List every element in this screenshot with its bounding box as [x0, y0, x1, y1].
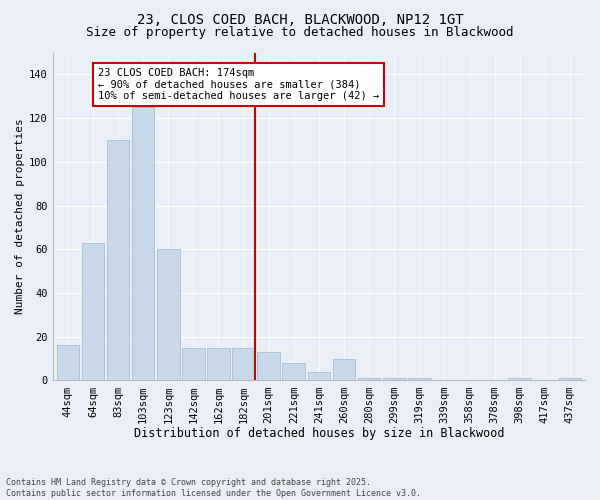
Text: Contains HM Land Registry data © Crown copyright and database right 2025.
Contai: Contains HM Land Registry data © Crown c… — [6, 478, 421, 498]
Bar — [232, 348, 255, 380]
Bar — [559, 378, 581, 380]
Bar — [157, 250, 179, 380]
Bar — [358, 378, 380, 380]
Bar — [383, 378, 406, 380]
Y-axis label: Number of detached properties: Number of detached properties — [15, 118, 25, 314]
Bar — [257, 352, 280, 380]
Bar — [332, 358, 355, 380]
Bar — [508, 378, 531, 380]
Bar — [182, 348, 205, 380]
Bar — [132, 107, 154, 380]
Bar — [107, 140, 130, 380]
Bar — [308, 372, 330, 380]
Bar — [56, 346, 79, 380]
Bar — [82, 242, 104, 380]
Text: 23, CLOS COED BACH, BLACKWOOD, NP12 1GT: 23, CLOS COED BACH, BLACKWOOD, NP12 1GT — [137, 12, 463, 26]
Text: 23 CLOS COED BACH: 174sqm
← 90% of detached houses are smaller (384)
10% of semi: 23 CLOS COED BACH: 174sqm ← 90% of detac… — [98, 68, 379, 101]
Bar — [283, 363, 305, 380]
Bar — [207, 348, 230, 380]
Text: Size of property relative to detached houses in Blackwood: Size of property relative to detached ho… — [86, 26, 514, 39]
X-axis label: Distribution of detached houses by size in Blackwood: Distribution of detached houses by size … — [134, 427, 504, 440]
Bar — [408, 378, 431, 380]
